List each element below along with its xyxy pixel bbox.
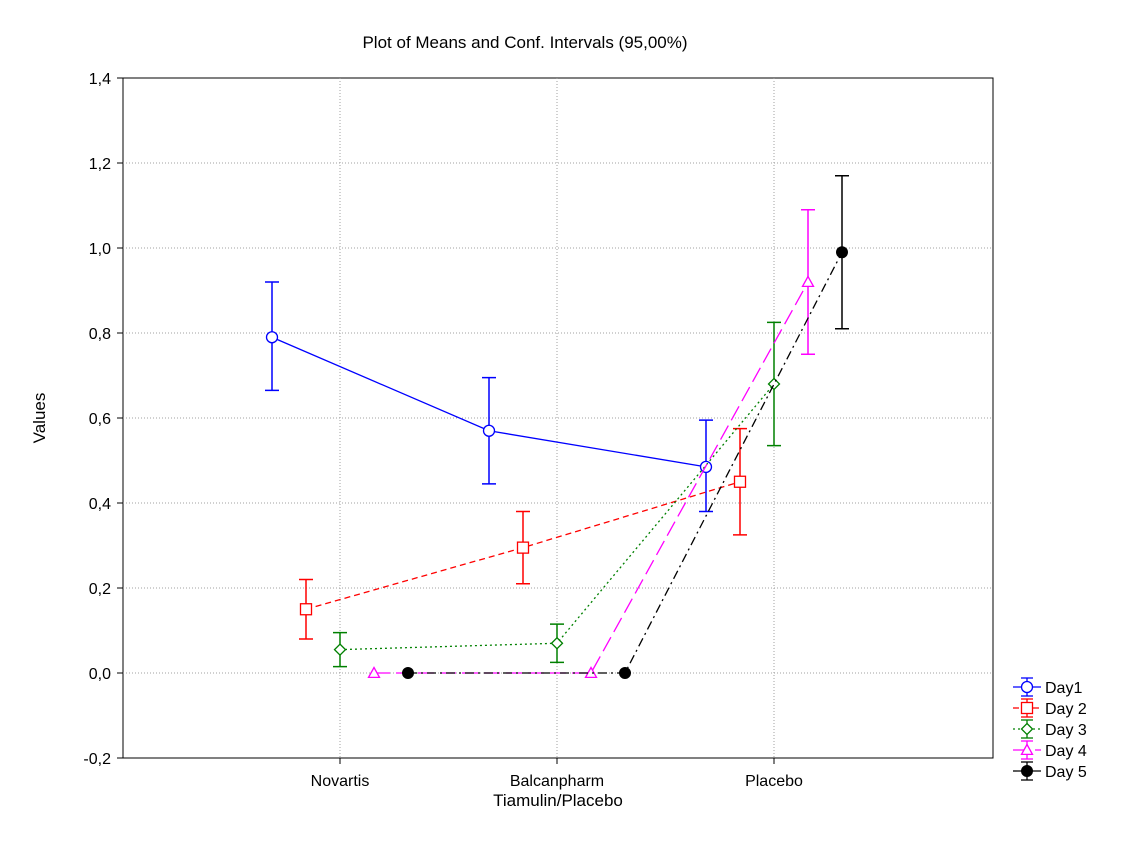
data-point <box>550 636 564 650</box>
y-tick-label: 0,6 <box>89 411 111 428</box>
legend-label: Day 5 <box>1045 764 1087 781</box>
legend-marker <box>1020 701 1034 715</box>
legend-item-3: Day 3 <box>1013 719 1087 739</box>
y-tick-label: 0,0 <box>89 666 111 683</box>
chart-title: Plot of Means and Conf. Intervals (95,00… <box>362 33 687 52</box>
legend-label: Day1 <box>1045 680 1082 697</box>
data-point <box>265 331 279 344</box>
series-1 <box>265 281 713 513</box>
data-point <box>619 667 631 679</box>
legend-label: Day 2 <box>1045 701 1087 718</box>
series-layer <box>265 175 849 679</box>
legend-item-4: Day 4 <box>1013 740 1087 760</box>
series-2 <box>299 427 747 640</box>
data-point <box>801 275 815 288</box>
x-tick-label: Placebo <box>745 773 803 790</box>
data-point <box>333 643 347 657</box>
y-tick-label: 0,2 <box>89 581 111 598</box>
legend-marker <box>1021 765 1033 777</box>
data-point <box>767 377 781 391</box>
legend-item-5: Day 5 <box>1013 761 1087 781</box>
legend-marker <box>1020 743 1034 756</box>
series-4 <box>367 209 815 679</box>
y-tick-label: -0,2 <box>83 751 111 768</box>
legend-label: Day 3 <box>1045 722 1087 739</box>
y-tick-label: 0,4 <box>89 496 111 513</box>
x-tick-label: Balcanpharm <box>510 773 604 790</box>
x-axis: Novartis Balcanpharm Placebo <box>311 758 803 790</box>
y-tick-label: 0,8 <box>89 326 111 343</box>
series-line <box>408 251 843 674</box>
y-axis-label: Values <box>30 393 49 444</box>
data-point <box>516 541 530 554</box>
y-axis: -0,2 0,0 0,2 0,4 0,6 0,8 1,0 1,2 1,4 <box>83 71 123 768</box>
data-point <box>482 424 496 437</box>
data-point <box>367 666 381 679</box>
x-tick-label: Novartis <box>311 773 370 790</box>
y-tick-label: 1,0 <box>89 241 111 258</box>
series-3 <box>333 321 781 668</box>
y-tick-label: 1,4 <box>89 71 111 88</box>
grid-lines <box>123 78 993 758</box>
data-point <box>733 475 747 488</box>
data-point <box>836 246 848 259</box>
legend-label: Day 4 <box>1045 743 1087 760</box>
legend-item-1: Day1 <box>1013 677 1082 697</box>
series-5 <box>402 175 849 679</box>
data-point <box>402 667 414 679</box>
x-axis-label: Tiamulin/Placebo <box>493 791 623 810</box>
legend: Day1 Day 2 Day 3 Day 4 Day 5 <box>1013 677 1087 781</box>
legend-marker <box>1020 680 1034 694</box>
data-point <box>299 603 313 616</box>
y-tick-label: 1,2 <box>89 156 111 173</box>
legend-marker <box>1020 722 1034 736</box>
legend-item-2: Day 2 <box>1013 698 1087 718</box>
